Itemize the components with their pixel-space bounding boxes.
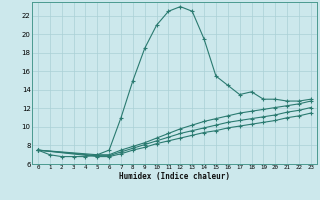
X-axis label: Humidex (Indice chaleur): Humidex (Indice chaleur) [119,172,230,181]
